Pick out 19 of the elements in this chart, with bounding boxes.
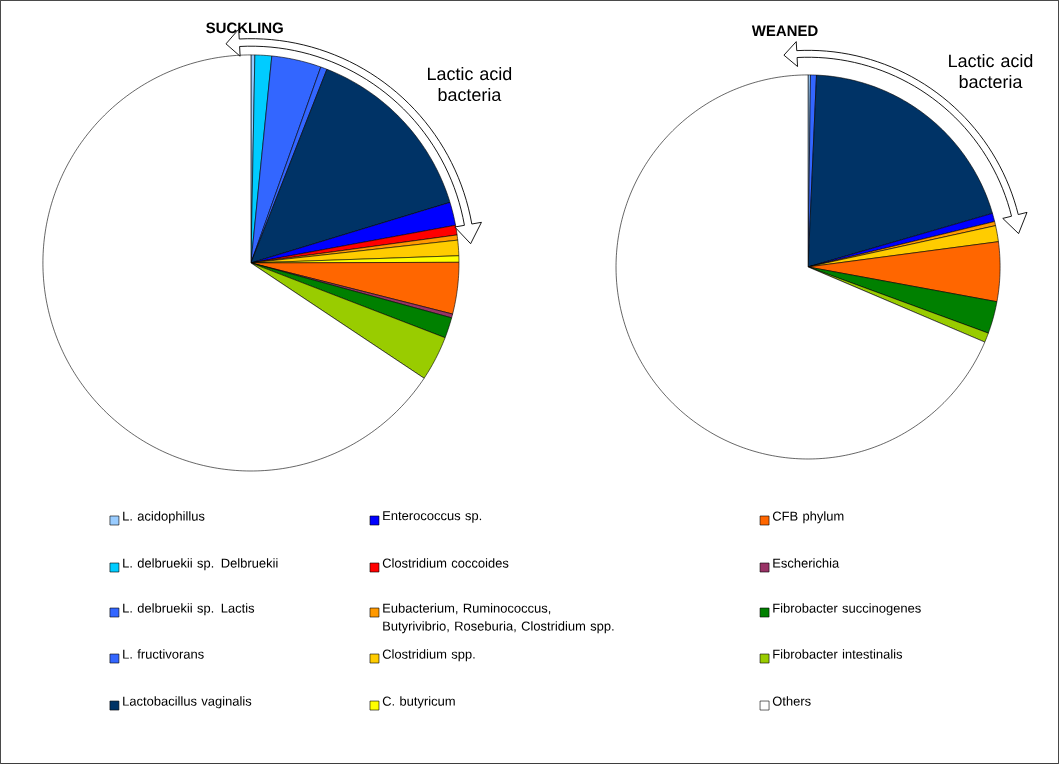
legend-label: Fibrobacter intestinalis	[773, 649, 903, 659]
chart-title: WEANED	[751, 25, 818, 36]
legend-label: Eubacterium, Ruminococcus, Butyrivibrio, Roseburia, Clostridium spp.	[383, 603, 614, 634]
text: Lactic acid bacteria	[428, 67, 512, 102]
legend-label: Clostridium coccoides	[382, 558, 509, 568]
legend-label: L. acidophillus	[123, 511, 205, 524]
legend-label: Lactobacillus vaginalis	[123, 696, 252, 709]
legend-label: CFB phylum	[772, 511, 844, 524]
legend-label: C. butyricum	[382, 696, 455, 709]
legend-label: Clostridium spp.	[382, 649, 475, 662]
legend-label: L. fructivorans	[123, 649, 204, 659]
legend-label: Fibrobacter succinogenes	[773, 603, 921, 616]
text: Lactic acid bacteria	[949, 54, 1033, 89]
legend-label: Escherichia	[773, 558, 840, 568]
legend-label: L. delbruekii sp. Delbruekii	[123, 558, 278, 571]
legend-label: Enterococcus sp.	[383, 511, 482, 523]
legend-label: Others	[772, 696, 811, 706]
legend-label: L. delbruekii sp. Lactis	[123, 603, 255, 616]
chart-title: SUCKLING	[206, 22, 283, 34]
